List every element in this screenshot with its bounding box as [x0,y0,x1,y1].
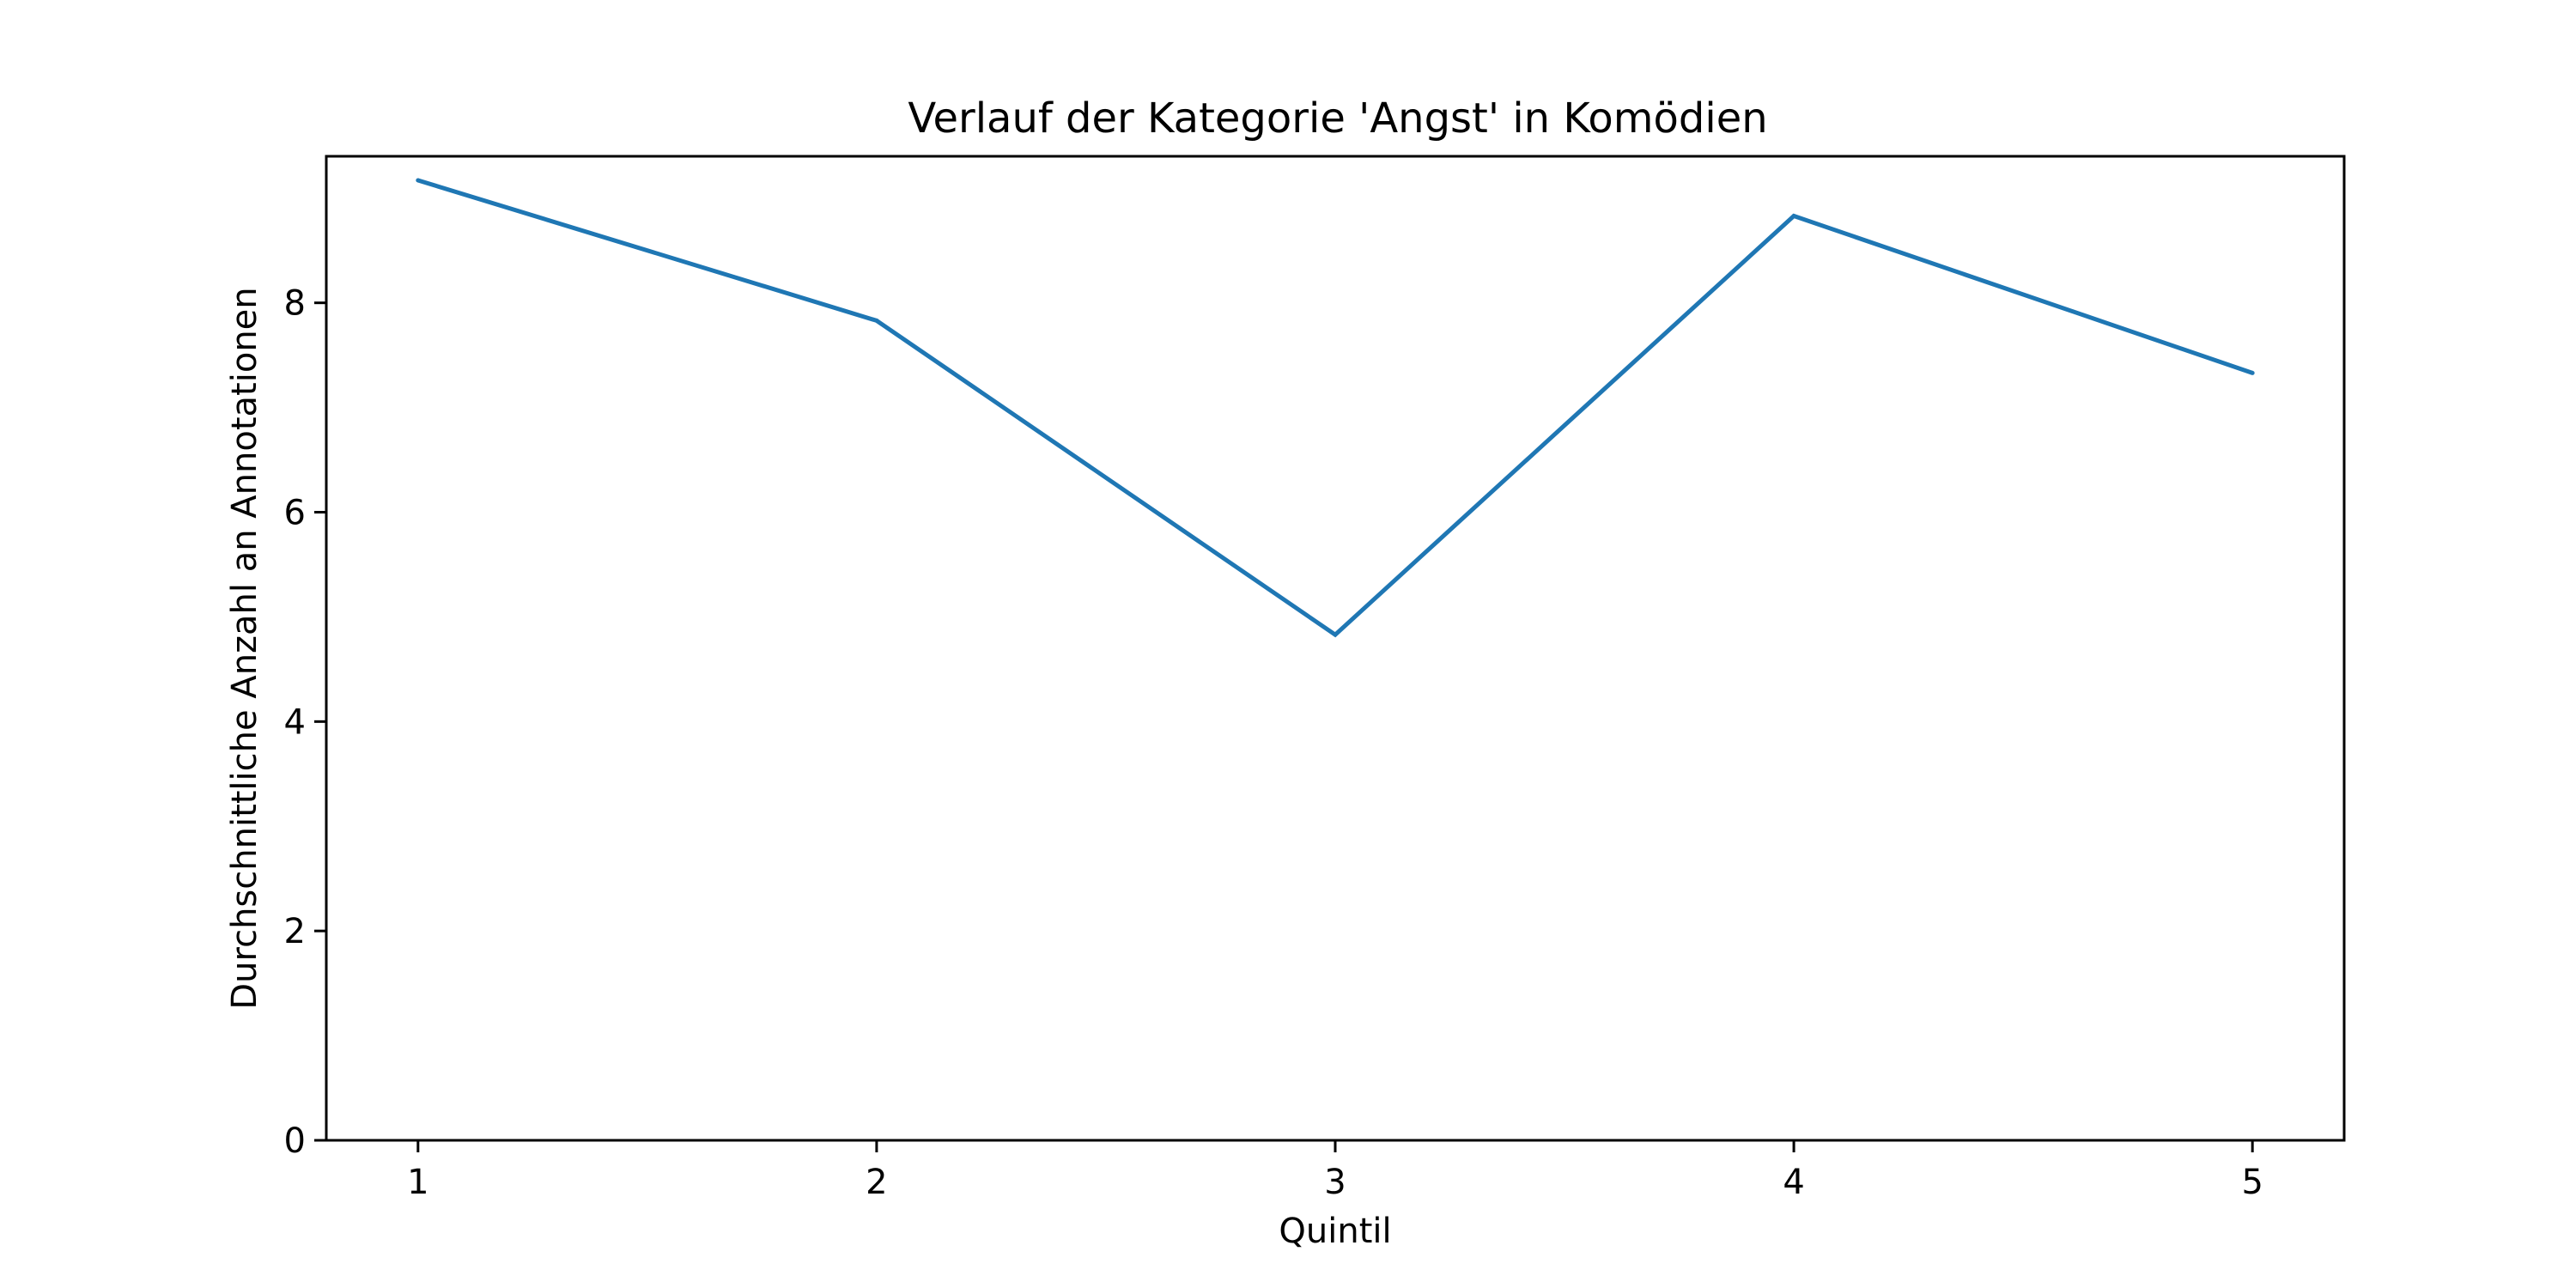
x-axis: 1 2 3 4 5 [407,1140,2263,1202]
y-tick-label: 0 [284,1121,306,1161]
data-point [1791,213,1796,218]
x-tick-label: 5 [2241,1163,2263,1202]
y-tick-label: 8 [284,284,306,324]
series-layer [416,178,2255,638]
data-point [874,318,879,323]
y-axis: 0 2 4 6 8 [284,284,326,1161]
data-point [1333,632,1338,637]
data-point [2250,370,2255,375]
y-tick-label: 2 [284,912,306,951]
y-tick-label: 4 [284,702,306,742]
x-tick-label: 2 [866,1163,887,1202]
x-axis-label: Quintil [1279,1212,1391,1251]
data-point [416,178,421,183]
x-tick-label: 3 [1324,1163,1346,1202]
chart-title: Verlauf der Kategorie 'Angst' in Komödie… [908,94,1767,143]
plot-frame [325,155,2346,1142]
series-line-0 [417,178,2254,638]
x-tick-label: 4 [1783,1163,1804,1202]
x-tick-label: 1 [407,1163,428,1202]
y-axis-label: Durchschnittliche Anzahl an Annotationen [225,287,264,1009]
y-tick-label: 6 [284,494,306,533]
